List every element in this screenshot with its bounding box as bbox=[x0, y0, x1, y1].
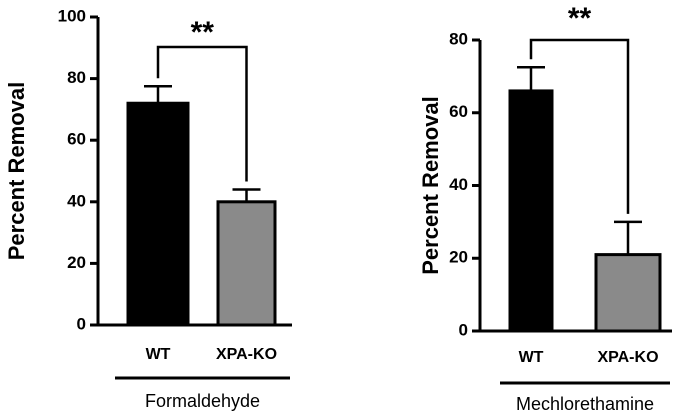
y-tick-label: 60 bbox=[449, 102, 468, 121]
x-tick-label: WT bbox=[519, 349, 544, 366]
significance-label: ** bbox=[568, 2, 592, 35]
y-tick-label: 100 bbox=[58, 6, 86, 25]
y-tick-label: 40 bbox=[449, 175, 468, 194]
bar bbox=[126, 101, 190, 327]
y-tick-label: 0 bbox=[77, 314, 86, 333]
group-label: Mechlorethamine bbox=[516, 394, 654, 414]
bar bbox=[594, 253, 662, 333]
y-tick-label: 20 bbox=[67, 253, 86, 272]
y-axis-label: Percent Removal bbox=[4, 82, 29, 261]
y-axis-label: Percent Removal bbox=[418, 96, 443, 275]
y-tick-label: 40 bbox=[67, 191, 86, 210]
y-tick-label: 60 bbox=[67, 130, 86, 149]
significance-label: ** bbox=[191, 16, 215, 49]
bar bbox=[508, 89, 554, 333]
y-tick-label: 80 bbox=[449, 29, 468, 48]
x-tick-label: WT bbox=[146, 346, 171, 363]
significance-bracket bbox=[156, 45, 248, 182]
significance-bracket bbox=[529, 38, 630, 214]
y-tick-label: 0 bbox=[459, 320, 468, 339]
y-tick-label: 80 bbox=[67, 68, 86, 87]
x-tick-label: XPA-KO bbox=[597, 349, 658, 366]
x-tick-label: XPA-KO bbox=[216, 346, 277, 363]
group-label: Formaldehyde bbox=[145, 391, 260, 411]
bar bbox=[216, 200, 277, 327]
y-tick-label: 20 bbox=[449, 248, 468, 267]
